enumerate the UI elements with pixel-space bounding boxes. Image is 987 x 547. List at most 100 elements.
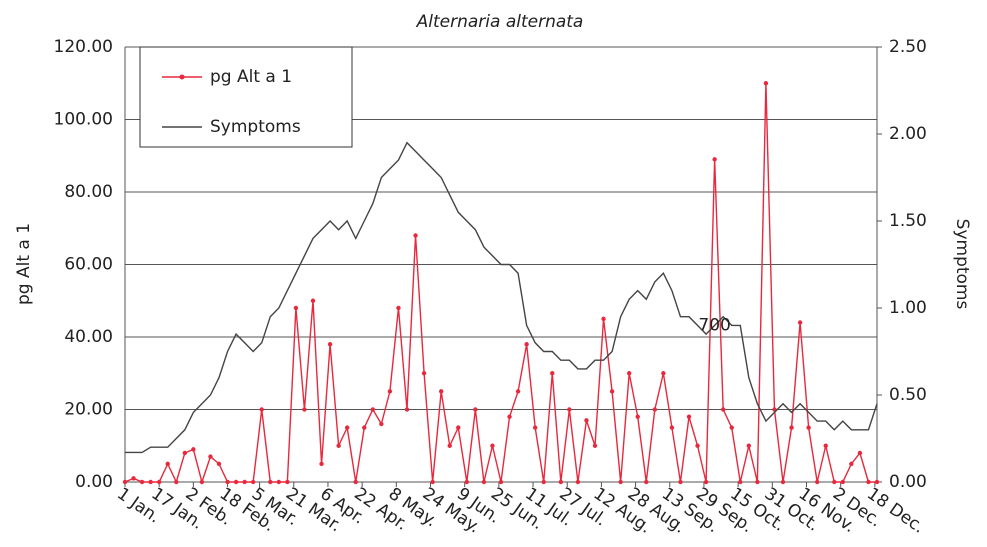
point <box>515 389 521 394</box>
point <box>652 407 658 412</box>
point <box>618 479 623 485</box>
y-tick-label: 100.00 <box>54 110 113 130</box>
point <box>498 479 504 485</box>
point <box>746 443 752 448</box>
point <box>567 407 572 412</box>
y2-tick-label: 1.50 <box>889 211 927 231</box>
point <box>644 479 649 485</box>
point <box>430 479 435 485</box>
point <box>669 425 675 430</box>
point <box>447 443 452 448</box>
point <box>763 81 769 86</box>
point <box>720 407 726 412</box>
point <box>712 157 717 162</box>
point <box>302 407 307 412</box>
point <box>285 479 290 485</box>
y2-tick-label: 2.50 <box>889 37 927 57</box>
legend-marker <box>179 74 185 80</box>
point <box>524 342 529 347</box>
y-tick-label: 40.00 <box>64 327 113 347</box>
point <box>139 479 145 485</box>
point <box>242 479 247 485</box>
series-line <box>125 141 878 454</box>
point <box>396 305 401 311</box>
point <box>336 443 341 448</box>
y-axis-label: pg Alt a 1 <box>14 223 34 305</box>
point <box>344 425 350 430</box>
point <box>806 425 811 430</box>
point <box>182 450 188 456</box>
point <box>874 479 880 485</box>
point <box>191 447 196 452</box>
y2-tick-label: 1.00 <box>889 298 927 318</box>
point <box>165 461 170 467</box>
point <box>268 479 273 485</box>
y2-axis-label: Symptoms <box>952 219 972 310</box>
point <box>131 476 136 481</box>
point <box>327 342 333 347</box>
point <box>550 371 555 376</box>
point <box>362 425 367 430</box>
point <box>832 479 837 485</box>
y-tick-label: 80.00 <box>64 182 113 202</box>
point <box>225 479 230 485</box>
point <box>507 414 512 419</box>
point <box>797 320 803 325</box>
y2-tick-label: 0.00 <box>889 472 927 492</box>
point <box>276 479 282 485</box>
point <box>857 450 863 456</box>
point <box>387 389 393 394</box>
point <box>849 461 854 467</box>
point <box>592 443 598 448</box>
point <box>413 233 418 238</box>
point <box>609 389 615 394</box>
legend-label: Symptoms <box>210 117 301 137</box>
point <box>678 479 683 485</box>
y-tick-label: 0.00 <box>75 472 113 492</box>
point <box>558 479 564 485</box>
point <box>532 425 538 430</box>
y-tick-label: 20.00 <box>64 400 113 420</box>
y-tick-label: 60.00 <box>64 255 113 275</box>
point <box>695 443 700 448</box>
y-tick-label: 120.00 <box>54 37 113 57</box>
point <box>729 425 734 430</box>
point <box>250 479 256 485</box>
y2-tick-label: 0.50 <box>889 385 927 405</box>
point <box>686 414 692 419</box>
point <box>174 479 179 485</box>
point <box>233 479 239 485</box>
point <box>156 479 162 485</box>
point <box>148 479 153 485</box>
point <box>473 407 478 412</box>
point <box>370 407 376 412</box>
point <box>490 443 495 448</box>
point <box>456 425 461 430</box>
legend-box <box>139 46 353 148</box>
point <box>635 414 640 419</box>
point <box>481 479 487 485</box>
chart-title: Alternaria alternata <box>416 12 584 32</box>
point <box>661 371 666 376</box>
point <box>379 421 384 427</box>
y2-tick-label: 2.00 <box>889 124 927 144</box>
point <box>541 479 546 485</box>
point <box>293 305 299 311</box>
point <box>626 371 632 376</box>
point <box>319 461 324 467</box>
point <box>584 418 589 423</box>
annotation: 700 <box>698 315 730 335</box>
legend-label: pg Alt a 1 <box>210 67 292 87</box>
point <box>823 443 828 448</box>
point <box>208 454 213 459</box>
point <box>199 479 205 485</box>
point <box>780 479 786 485</box>
point <box>789 425 794 430</box>
point <box>216 461 222 467</box>
point <box>575 479 581 485</box>
point <box>703 479 709 485</box>
point <box>353 479 358 485</box>
point <box>755 479 760 485</box>
point <box>421 371 427 376</box>
